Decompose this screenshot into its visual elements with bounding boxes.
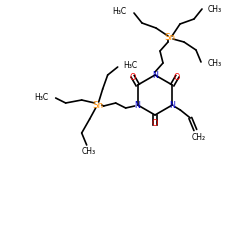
Text: H₃C: H₃C — [112, 6, 126, 16]
Text: O: O — [152, 120, 158, 128]
Text: H₃C: H₃C — [34, 92, 49, 102]
Text: N: N — [135, 100, 140, 110]
Text: O: O — [174, 73, 180, 82]
Text: O: O — [130, 73, 136, 82]
Text: N: N — [170, 100, 175, 110]
Text: Sn: Sn — [92, 100, 103, 110]
Text: H₃C: H₃C — [124, 60, 138, 70]
Text: Sn: Sn — [164, 34, 175, 42]
Text: CH₂: CH₂ — [191, 132, 206, 141]
Text: N: N — [152, 70, 158, 80]
Text: CH₃: CH₃ — [208, 60, 222, 68]
Text: CH₃: CH₃ — [208, 4, 222, 14]
Text: CH₃: CH₃ — [82, 148, 96, 156]
